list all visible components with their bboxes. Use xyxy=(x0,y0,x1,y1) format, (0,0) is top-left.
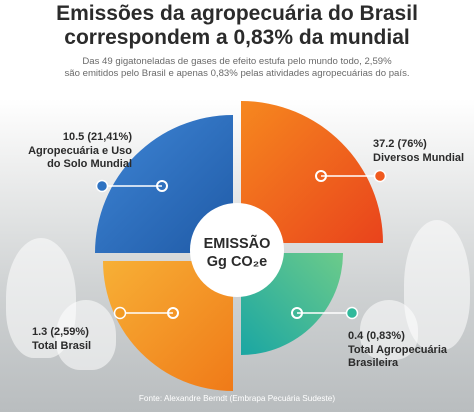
label-agro-uso-solo-mundial: 10.5 (21,41%) Agropecuária e Uso do Solo… xyxy=(8,131,132,172)
segment-value: 1.3 (2,59%) xyxy=(32,326,89,338)
label-total-brasil: 1.3 (2,59%) Total Brasil xyxy=(32,326,91,353)
segment-label: Total Brasil xyxy=(32,339,92,352)
connector-marker xyxy=(345,306,359,320)
connector-endpoint xyxy=(156,180,168,192)
segment-value: 10.5 (21,41%) xyxy=(62,131,132,143)
segment-agro-uso-solo-mundial xyxy=(95,115,233,253)
center-label-line-2: Gg CO₂e xyxy=(207,254,267,270)
center-label-line-1: EMISSÃO xyxy=(204,234,271,252)
segment-diversos-mundial xyxy=(241,101,383,243)
segment-value: 0.4 (0,83%) xyxy=(348,330,405,342)
cattle-silhouette xyxy=(56,300,116,370)
subtitle-line-1: Das 49 gigatoneladas de gases de efeito … xyxy=(82,56,392,67)
segment-total-brasil xyxy=(103,261,233,391)
label-diversos-mundial: 37.2 (76%) Diversos Mundial xyxy=(373,138,464,165)
cattle-silhouette xyxy=(360,300,418,360)
page-subtitle: Das 49 gigatoneladas de gases de efeito … xyxy=(40,56,434,80)
connector-endpoint xyxy=(167,307,179,319)
connector-marker xyxy=(373,169,387,183)
segment-label: Diversos Mundial xyxy=(373,151,465,164)
segment-label: Total Agropecuária xyxy=(348,343,448,356)
subtitle-line-2: são emitidos pelo Brasil e apenas 0,83% … xyxy=(64,68,410,79)
connector-marker xyxy=(113,306,127,320)
connector-endpoint xyxy=(291,307,303,319)
donut-center xyxy=(190,203,284,297)
connector-marker xyxy=(95,179,109,193)
segment-value: 37.2 (76%) xyxy=(373,138,427,150)
segment-label: do Solo Mundial xyxy=(47,158,132,170)
title-line-1: Emissões da agropecuária do Brasil xyxy=(56,2,418,25)
connector-endpoint xyxy=(315,170,327,182)
label-total-agropecuaria-brasileira: 0.4 (0,83%) Total Agropecuária Brasileir… xyxy=(348,330,447,371)
segment-label: Agropecuária e Uso xyxy=(28,144,132,157)
page-title: Emissões da agropecuária do Brasil corre… xyxy=(0,2,474,50)
source-credit: Fonte: Alexandre Berndt (Embrapa Pecuári… xyxy=(138,394,336,403)
title-line-2: correspondem a 0,83% da mundial xyxy=(64,26,410,49)
segment-label: Brasileira xyxy=(348,357,399,369)
